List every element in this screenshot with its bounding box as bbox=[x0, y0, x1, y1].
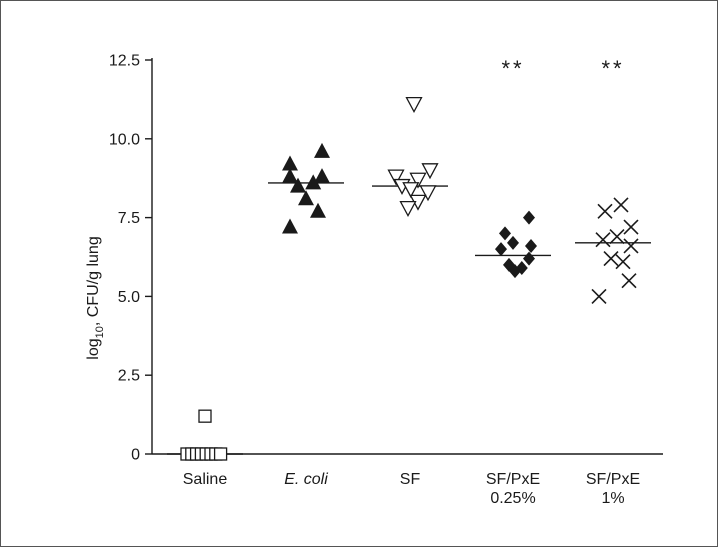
data-point-diamond bbox=[523, 210, 535, 225]
data-point-cross-stroke bbox=[621, 273, 637, 289]
x-tick-label: 1% bbox=[601, 490, 624, 507]
data-point-triangle bbox=[282, 218, 298, 234]
data-point-cross-stroke bbox=[591, 288, 607, 304]
axis-labels: 0 2.5 5.0 7.5 10.0 12.5 Saline E. coli SF ** SF/Px… bbox=[109, 53, 640, 508]
data-point-cross-stroke bbox=[597, 203, 613, 219]
data-point-triangle bbox=[290, 177, 306, 193]
group-4 bbox=[575, 197, 651, 304]
data-point-triangle bbox=[314, 168, 330, 184]
data-point-diamond bbox=[499, 226, 511, 241]
group-3 bbox=[475, 210, 551, 279]
y-tick-label: 12.5 bbox=[109, 53, 140, 70]
data-point-triangle bbox=[282, 168, 298, 184]
data-point-cross-stroke bbox=[603, 251, 619, 267]
y-tick-label: 7.5 bbox=[118, 210, 140, 227]
data-point-square bbox=[213, 447, 228, 461]
data-marks bbox=[167, 96, 651, 461]
data-point-diamond bbox=[509, 264, 521, 279]
group-2 bbox=[372, 96, 448, 218]
data-point-triangle-down bbox=[419, 185, 437, 202]
y-tick-label: 10.0 bbox=[109, 131, 140, 148]
significance-label: ** bbox=[601, 56, 624, 81]
x-tick-label: SF/PxE bbox=[586, 471, 640, 488]
y-tick-label: 0 bbox=[131, 447, 140, 464]
data-point-triangle bbox=[298, 190, 314, 206]
data-point-triangle-down bbox=[405, 96, 423, 114]
x-tick-label: 0.25% bbox=[490, 490, 535, 507]
data-point-triangle bbox=[314, 142, 330, 158]
data-point-cross bbox=[595, 232, 611, 248]
data-point-triangle-down bbox=[402, 182, 420, 199]
y-axis-label-subscript: 10 bbox=[94, 326, 106, 338]
data-point-cross bbox=[623, 219, 639, 235]
data-point-cross-stroke bbox=[613, 197, 629, 213]
data-point-cross bbox=[623, 238, 639, 254]
data-point-triangle-down bbox=[421, 163, 439, 180]
data-point-triangle-down bbox=[387, 169, 405, 186]
data-point-cross bbox=[609, 228, 625, 245]
data-point-cross-stroke bbox=[615, 254, 631, 270]
significance-label: ** bbox=[501, 56, 524, 81]
data-point-cross-stroke bbox=[623, 219, 639, 235]
x-tick-label: Saline bbox=[183, 471, 228, 488]
y-axis-label-main: log bbox=[85, 338, 102, 359]
x-tick-label: E. coli bbox=[284, 471, 328, 488]
data-point-triangle-down bbox=[409, 172, 427, 189]
data-point-cross bbox=[615, 254, 631, 270]
y-tick-label: 5.0 bbox=[118, 289, 140, 306]
data-point-square bbox=[198, 409, 212, 423]
data-point-triangle bbox=[310, 202, 326, 218]
data-point-cross bbox=[597, 203, 613, 219]
data-point-cross-stroke bbox=[609, 228, 625, 245]
group-1 bbox=[268, 142, 344, 234]
data-point-cross-stroke bbox=[623, 238, 639, 254]
data-point-cross bbox=[603, 251, 619, 267]
x-tick-label: SF bbox=[400, 471, 421, 488]
data-point-triangle bbox=[282, 155, 298, 171]
data-point-diamond bbox=[495, 242, 507, 257]
data-point-cross bbox=[621, 273, 637, 289]
data-point-cross bbox=[591, 288, 607, 304]
data-point-diamond bbox=[507, 235, 519, 250]
data-point-cross-stroke bbox=[595, 232, 611, 248]
data-point-triangle-down bbox=[399, 200, 417, 218]
data-point-cross bbox=[613, 197, 629, 213]
y-axis-label: log10, CFU/g lung bbox=[85, 236, 106, 359]
group-0 bbox=[167, 409, 243, 461]
y-axis-label-rest: , CFU/g lung bbox=[85, 236, 102, 326]
data-point-diamond bbox=[525, 238, 537, 253]
x-tick-label: SF/PxE bbox=[486, 471, 540, 488]
y-tick-label: 2.5 bbox=[118, 368, 140, 385]
data-point-diamond bbox=[523, 251, 535, 266]
data-point-triangle bbox=[305, 174, 322, 190]
